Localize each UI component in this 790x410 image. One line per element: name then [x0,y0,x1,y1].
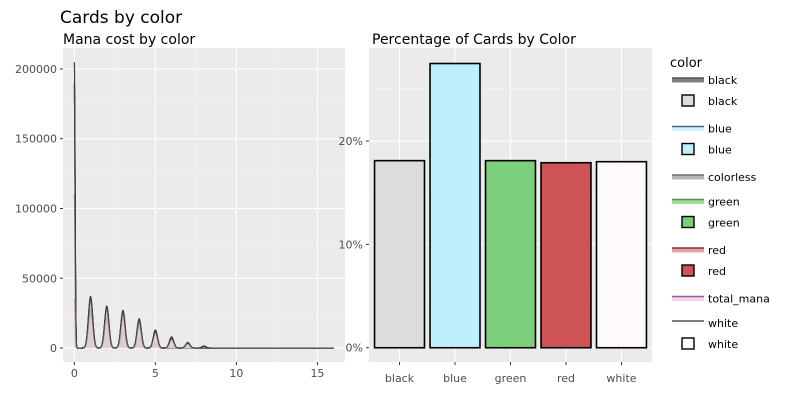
y-tick-label: 10% [339,238,363,251]
page-title: Cards by color [60,8,182,28]
legend-entry-black: black black [672,74,738,108]
bar-panel: Percentage of Cards by Color 0% 10% 20% bla… [339,32,652,385]
legend-line-label: green [708,196,740,209]
legend: color blackblackbluebluecolorlessgreengr… [670,56,770,351]
density-axes: 0 5 10 15 0 50000 100000 150000 200000 [15,63,324,380]
density-series [73,61,334,349]
legend-fill-label: blue [708,144,732,157]
legend-entry-blue: blue blue [672,123,732,157]
legend-line-label: total_mana [708,293,770,306]
legend-band [672,247,704,253]
x-tick-label-blue: blue [443,372,467,385]
legend-entry-green: green green [672,196,740,230]
x-tick-label-white: white [606,372,636,385]
legend-fill-key [681,142,695,156]
legend-band [672,320,704,326]
legend-fill-label: red [708,265,726,278]
legend-line-label: black [708,74,738,87]
y-tick-label: 200000 [15,63,57,76]
density-series-white [73,85,334,349]
legend-line-label: blue [708,123,732,136]
legend-entry-white: white white [672,317,738,351]
legend-fill-label: white [708,338,738,351]
y-tick-label: 150000 [15,133,57,146]
legend-title: color [670,56,703,71]
y-tick-label: 100000 [15,202,57,215]
x-tick-label: 5 [152,367,159,380]
bar-white [595,160,648,349]
legend-band [672,296,704,301]
legend-line-label: colorless [708,171,757,184]
x-tick-label: 10 [229,367,243,380]
x-tick-label: 0 [71,367,78,380]
legend-band [672,174,704,180]
density-plot-area [63,48,345,362]
density-area-total_mana [74,299,334,349]
legend-fill-key [681,215,695,229]
y-tick-label: 0 [50,342,57,355]
bars [373,62,648,349]
bar-axes: 0% 10% 20% black blue green red white [339,135,637,385]
legend-entry-total_mana: total_mana [672,293,770,306]
legend-fill-key [681,94,695,107]
legend-fill-key [681,264,695,277]
x-tick-label: 15 [310,367,324,380]
y-tick-label: 0% [346,342,363,355]
y-tick-label: 20% [339,135,363,148]
legend-entry-red: red red [672,244,726,278]
bar-green [484,159,537,349]
x-tick-label-black: black [385,372,415,385]
bar-blue [429,62,481,349]
bar-red [540,161,592,349]
x-tick-label-green: green [495,372,527,385]
legend-fill-label: green [708,217,740,230]
legend-fill-label: black [708,95,738,108]
density-panel-title: Mana cost by color [63,32,195,48]
legend-line-label: red [708,244,726,257]
legend-fill-key [681,337,695,350]
density-panel: Mana cost by color 0 5 10 15 0 50000 100000 150… [15,32,345,380]
density-line-white [73,85,334,349]
bar-panel-title: Percentage of Cards by Color [372,32,576,48]
legend-band [672,199,704,204]
y-tick-label: 50000 [22,272,57,285]
legend-entry-colorless: colorless [672,171,757,184]
x-tick-label-red: red [557,372,575,385]
bar-black [373,159,426,349]
legend-line-label: white [708,317,738,330]
legend-band [672,126,704,131]
legend-band [672,77,704,83]
